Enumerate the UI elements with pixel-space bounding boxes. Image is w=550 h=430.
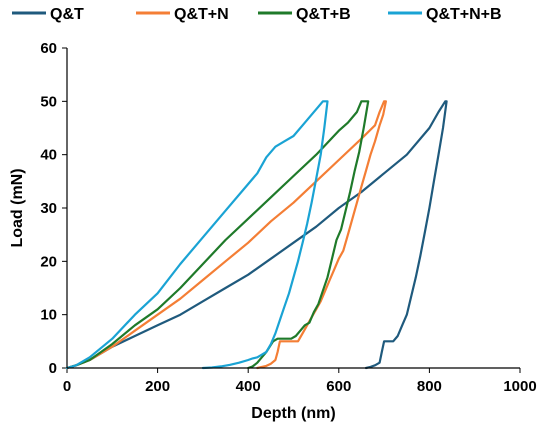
legend-label: Q&T+B [296, 6, 351, 23]
y-tick-label: 50 [40, 93, 57, 110]
x-tick-label: 200 [145, 378, 170, 395]
legend: Q&T Q&T+N Q&T+B Q&T+N+B [12, 6, 502, 23]
legend-label: Q&T [50, 6, 84, 23]
series-line-4 [65, 100, 329, 370]
x-tick-label: 400 [236, 378, 261, 395]
y-tick-label: 60 [40, 40, 57, 57]
y-tick-label: 20 [40, 253, 57, 270]
x-tick-label: 600 [326, 378, 351, 395]
x-axis-title: Depth (nm) [251, 405, 335, 422]
x-tick-label: 800 [417, 378, 442, 395]
x-tick-label: 0 [63, 378, 71, 395]
series-layer [65, 100, 448, 370]
legend-label: Q&T+N [174, 6, 229, 23]
series-line-1 [65, 100, 448, 370]
x-axis-ticks: 0 200 400 600 800 1000 [63, 368, 537, 395]
x-tick-label: 1000 [503, 378, 536, 395]
y-tick-label: 10 [40, 307, 57, 324]
legend-label: Q&T+N+B [426, 6, 502, 23]
y-axis-title: Load (mN) [9, 168, 26, 247]
y-tick-label: 0 [49, 360, 57, 377]
series-line-2 [65, 100, 387, 370]
y-tick-label: 30 [40, 200, 57, 217]
y-axis-ticks: 0 10 20 30 40 50 60 [40, 40, 67, 377]
series-line-3 [65, 100, 370, 370]
y-tick-label: 40 [40, 147, 57, 164]
